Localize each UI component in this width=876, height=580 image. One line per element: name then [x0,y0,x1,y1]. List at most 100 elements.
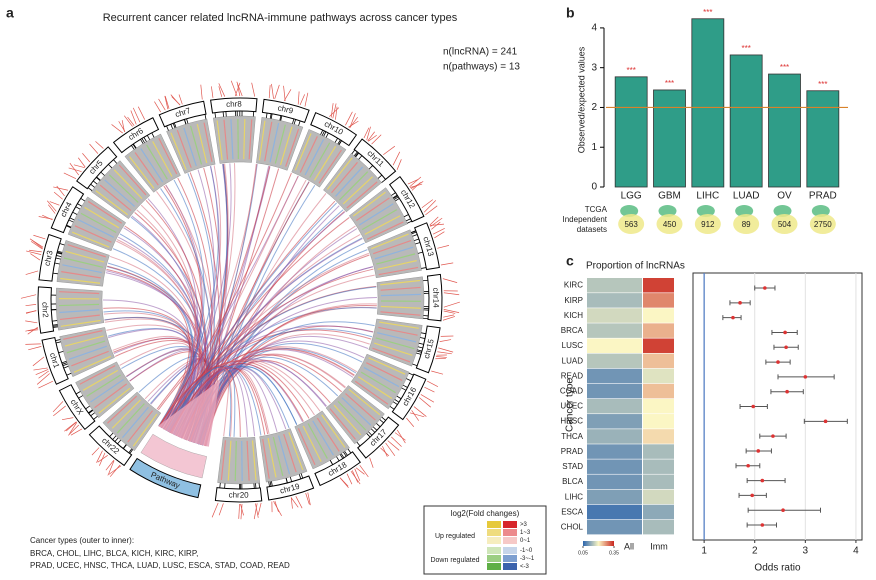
gene-spike [118,121,126,132]
ring-stripe [64,335,104,347]
locus-tick [321,130,325,136]
point [746,463,750,468]
gene-spike [421,199,434,209]
gene-spike [25,310,37,314]
ring-stripe [329,408,356,440]
ring-stripe [379,321,419,329]
ring-stripe [264,121,273,162]
legend-swatch [503,555,517,562]
chromosome [261,98,310,124]
ring-stripe [335,166,364,197]
locus-tick [406,378,412,382]
gene-spike [46,200,57,212]
locus-tick [114,437,119,442]
ring-stripe [318,149,342,184]
ring-stripe [357,376,393,400]
gene-spike [240,503,244,516]
x-tick-label: LUAD [733,191,760,202]
gene-spike [443,314,455,318]
gene-spike [20,294,37,299]
locus-tick [63,365,69,369]
ring-stripe [297,428,316,466]
heatmap-cell [587,293,642,308]
ring-stripe [299,136,318,173]
ring-stripe [71,231,110,248]
gene-spike [218,86,223,97]
gene-spike [73,164,85,168]
gene-spike [411,410,420,421]
ring-stripe [82,369,119,391]
link [163,365,262,436]
gene-spike [70,428,83,436]
gene-spike [30,241,43,250]
dataset-count: 563 [624,220,638,229]
ring-stripe [339,171,369,201]
locus-tick [415,242,421,245]
point [731,315,735,320]
ring-stripe [84,206,120,229]
legend-level: <-3 [520,564,530,570]
ring-stripe [354,380,389,405]
gene-spike [339,477,349,487]
locus-tick [52,326,59,328]
ring-stripe [248,119,253,160]
ring-stripe [243,119,246,160]
gene-spike [251,82,256,97]
ring-stripe [272,436,284,477]
gene-spike [363,127,370,139]
ring-stripe [65,250,105,263]
locus-tick [417,346,423,349]
ring-stripe [375,337,415,350]
ring-stripe [146,144,168,180]
locus-tick [353,151,358,157]
locus-tick [270,113,273,119]
link [136,209,196,428]
gene-spike [69,162,80,176]
gene-spike [97,455,108,463]
ring-stripe [363,366,400,388]
locus-tick [55,341,61,344]
locus-tick [402,384,408,388]
significance: *** [626,66,635,75]
ring-stripe [118,164,147,196]
heatmap-cell [643,323,674,338]
point [756,449,761,453]
locus-tick [78,395,83,399]
gene-spike [33,367,48,371]
gene-spike [200,84,203,100]
ring-stripe [80,212,117,234]
ring-stripe [374,342,413,356]
venn-independent [733,214,760,234]
locus-tick [96,176,101,181]
gene-spike [332,103,337,119]
gene-spike [154,101,162,113]
ring-stripe [307,423,328,459]
gene-spike [435,356,447,358]
legend-group: Down regulated [430,557,479,564]
heatmap-cell [643,414,674,429]
locus-tick [132,144,137,149]
ring-stripe [348,388,381,416]
locus-tick [405,218,411,222]
legend-swatch [487,529,501,536]
ring-stripe [346,181,378,209]
locus-tick [396,395,402,400]
locus-tick [381,179,386,183]
point [751,404,756,409]
locus-tick [131,145,135,150]
locus-tick [80,197,86,202]
ring-stripe [269,123,280,163]
ring-stripe [294,133,312,171]
legend-swatch [503,537,517,544]
locus-tick [329,460,334,465]
link [166,163,232,432]
heatmap-ring [350,353,410,410]
ring-stripe [376,253,416,265]
gene-spike [283,85,286,102]
ring-stripe [87,200,123,224]
ring-stripe [113,169,143,200]
locus-tick [52,324,58,326]
locus-tick [258,482,260,489]
locus-tick [323,131,327,137]
legend-swatch [503,521,517,528]
